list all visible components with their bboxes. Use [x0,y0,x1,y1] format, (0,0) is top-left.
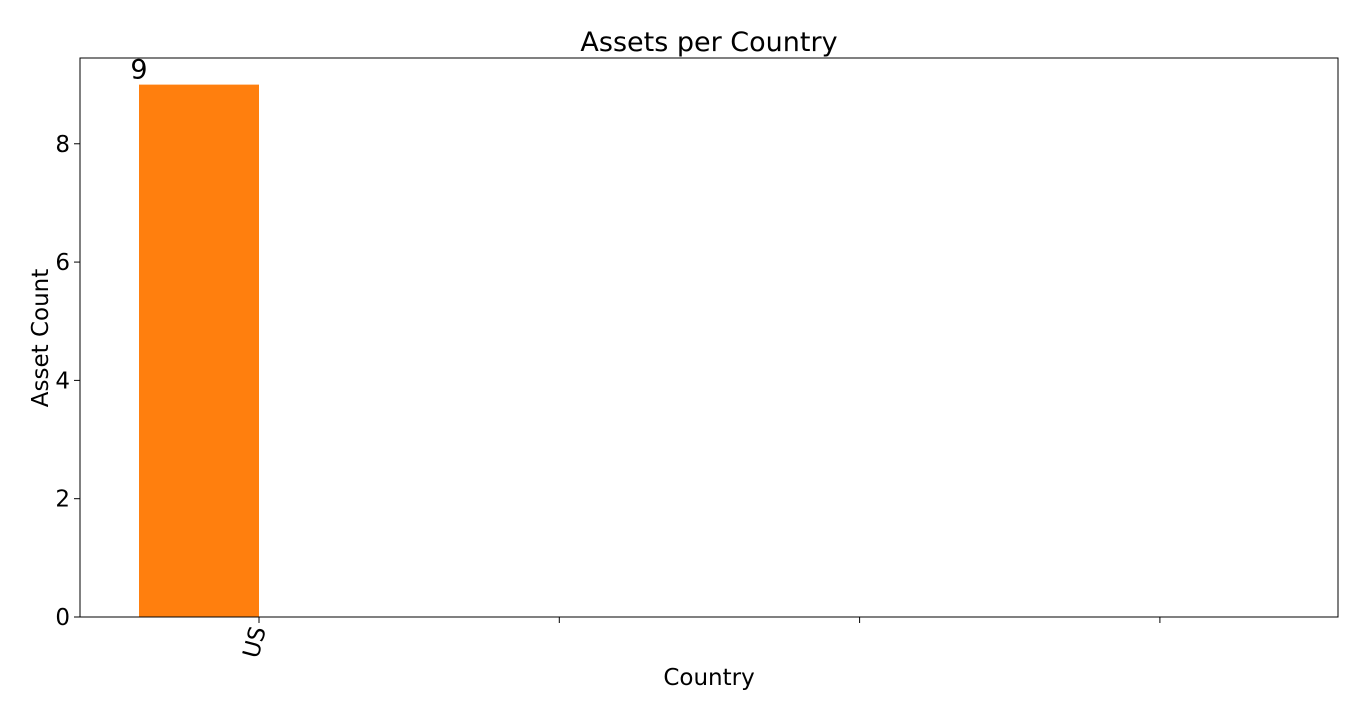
plot-frame [79,57,1339,618]
y-tick-label: 8 [55,132,70,158]
bar [139,84,259,618]
x-tick-label: US [239,624,272,661]
y-tick-label: 2 [55,487,70,513]
chart-title: Assets per Country [580,27,837,58]
y-tick-label: 0 [55,605,70,631]
y-tick-label: 6 [55,250,70,276]
x-axis-label: Country [663,665,754,691]
y-axis-label: Asset Count [28,269,54,407]
value-label: 9 [130,55,147,86]
y-tick-label: 4 [55,368,70,394]
